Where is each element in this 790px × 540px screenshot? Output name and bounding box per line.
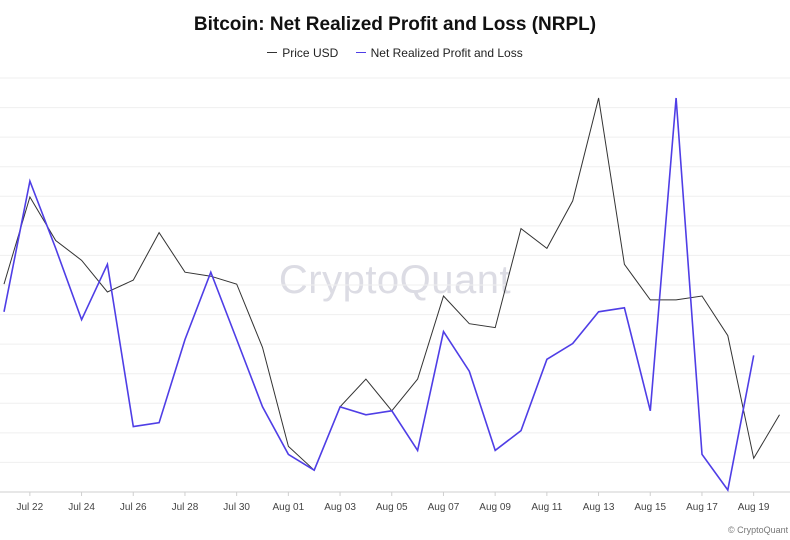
series-line-price	[3, 97, 780, 472]
x-tick-label: Jul 26	[120, 502, 147, 513]
x-tick-label: Aug 05	[376, 502, 408, 513]
x-tick-label: Aug 07	[428, 502, 460, 513]
x-tick-label: Jul 24	[68, 502, 95, 513]
legend-item-price[interactable]: Price USD	[267, 46, 338, 60]
legend-label-nrpl: Net Realized Profit and Loss	[370, 46, 523, 60]
legend-label-price: Price USD	[282, 46, 339, 60]
series-line-nrpl	[3, 97, 755, 492]
x-tick-label: Aug 19	[738, 502, 770, 513]
x-tick-label: Aug 15	[634, 502, 666, 513]
x-tick-label: Jul 22	[17, 502, 44, 513]
watermark: CryptoQuant	[278, 258, 512, 302]
x-tick-label: Aug 13	[583, 502, 615, 513]
legend-item-nrpl[interactable]: Net Realized Profit and Loss	[355, 46, 523, 60]
credit-text: © CryptoQuant.com	[728, 525, 788, 535]
x-tick-label: Aug 03	[324, 502, 356, 513]
legend-swatch-nrpl	[355, 52, 366, 54]
x-tick-label: Aug 17	[686, 502, 718, 513]
legend-swatch-price	[267, 52, 278, 54]
x-tick-label: Jul 30	[223, 502, 250, 513]
x-tick-label: Aug 11	[531, 502, 562, 513]
x-tick-label: Aug 09	[479, 502, 511, 513]
x-tick-label: Jul 28	[172, 502, 199, 513]
chart-title: Bitcoin: Net Realized Profit and Loss (N…	[193, 14, 597, 35]
x-tick-label: Aug 01	[272, 502, 304, 513]
chart-legend: Price USD Net Realized Profit and Loss	[0, 46, 790, 60]
